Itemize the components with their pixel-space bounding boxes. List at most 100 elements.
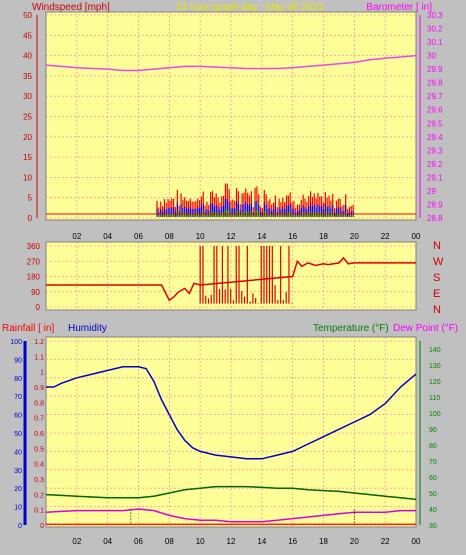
- temperature-tick-label: 30: [429, 523, 437, 530]
- temperature-tick-label: 40: [429, 507, 437, 514]
- temperature-tick-label: 130: [429, 363, 441, 370]
- wind-x-tick-label: 16: [288, 232, 297, 241]
- wind-x-tick-label: 06: [134, 232, 143, 241]
- rain-tick-label: 0.7: [34, 416, 44, 423]
- humidity-tick-label: 60: [14, 413, 22, 420]
- windspeed-axis-title: Windspeed [mph]: [32, 2, 110, 13]
- humidity-axis-title: Humidity: [68, 323, 107, 334]
- barometer-tick-label: 29.4: [427, 133, 443, 142]
- rain-tick-label: 1: [40, 370, 44, 377]
- barometer-tick-label: 29.8: [427, 79, 443, 88]
- rain-tick-label: 0.5: [34, 446, 44, 453]
- humidity-tick-label: 0: [18, 523, 22, 530]
- compass-label: N: [433, 240, 441, 252]
- barometer-tick-label: 29: [427, 187, 436, 196]
- wind-x-tick-label: 18: [319, 232, 328, 241]
- barometer-tick-label: 29.2: [427, 160, 443, 169]
- wind-x-tick-label: 08: [165, 232, 174, 241]
- rain-tick-label: 0.9: [34, 385, 44, 392]
- humidity-tick-label: 30: [14, 468, 22, 475]
- barometer-line: [45, 54, 417, 72]
- graph-title: 24 hour graph day : May 08 2021: [176, 2, 324, 13]
- barometer-tick-label: 30.2: [427, 25, 443, 34]
- barometer-tick-label: 30: [427, 52, 436, 61]
- rain-tick-label: 0.8: [34, 400, 44, 407]
- barometer-axis-title: Barometer [ in]: [366, 2, 432, 13]
- temperature-tick-label: 60: [429, 475, 437, 482]
- temperature-tick-label: 110: [429, 395, 440, 402]
- humidity-x-tick-label: 08: [165, 537, 174, 546]
- humidity-tick-label: 100: [10, 339, 22, 346]
- barometer-tick-label: 29.1: [427, 173, 443, 182]
- dew-point-axis-title: Dew Point (°F): [393, 323, 458, 334]
- barometer-tick-label: 28.8: [427, 214, 443, 223]
- humidity-x-tick-label: 18: [319, 537, 328, 546]
- wind-tick-label: 20: [23, 133, 32, 142]
- wind-x-tick-label: 22: [381, 232, 390, 241]
- dew-point-line: [45, 508, 416, 523]
- wind-x-tick-label: 00: [412, 232, 421, 241]
- wind-x-tick-label: 12: [227, 232, 236, 241]
- wind-tick-label: 45: [23, 31, 32, 40]
- direction-tick-label: 90: [31, 288, 40, 297]
- barometer-tick-label: 29.3: [427, 146, 443, 155]
- temperature-line: [45, 485, 417, 501]
- rain-tick-label: 0.2: [34, 492, 44, 499]
- temperature-tick-label: 140: [429, 347, 441, 354]
- compass-label: N: [433, 304, 441, 316]
- humidity-x-tick-label: 12: [227, 537, 236, 546]
- humidity-tick-label: 10: [14, 505, 22, 512]
- compass-label: E: [433, 288, 440, 300]
- wind-tick-label: 10: [23, 173, 32, 182]
- humidity-tick-label: 20: [14, 486, 22, 493]
- wind-tick-label: 25: [23, 113, 32, 122]
- wind-tick-label: 0: [28, 214, 33, 223]
- barometer-tick-label: 30.3: [427, 11, 443, 20]
- humidity-tick-label: 90: [14, 357, 22, 364]
- direction-tick-label: 0: [36, 303, 41, 312]
- humidity-tick-label: 70: [14, 394, 22, 401]
- barometer-tick-label: 30.1: [427, 38, 443, 47]
- wind-x-tick-label: 04: [103, 232, 112, 241]
- barometer-tick-label: 29.9: [427, 65, 443, 74]
- temperature-tick-label: 70: [429, 459, 437, 466]
- temperature-tick-label: 80: [429, 443, 437, 450]
- barometer-tick-label: 29.5: [427, 119, 443, 128]
- humidity-x-tick-label: 06: [134, 537, 143, 546]
- humidity-x-tick-label: 22: [381, 537, 390, 546]
- wind-tick-label: 5: [28, 194, 33, 203]
- barometer-tick-label: 28.9: [427, 200, 443, 209]
- direction-tick-label: 180: [27, 273, 41, 282]
- wind-tick-label: 30: [23, 92, 32, 101]
- rain-tick-label: 0.3: [34, 477, 44, 484]
- humidity-x-tick-label: 10: [196, 537, 205, 546]
- rain-tick-label: 0.6: [34, 431, 44, 438]
- wind-tick-label: 15: [23, 153, 32, 162]
- compass-label: S: [433, 272, 440, 284]
- compass-label: W: [433, 256, 444, 268]
- humidity-tick-label: 80: [14, 376, 22, 383]
- wind-x-tick-label: 20: [350, 232, 359, 241]
- humidity-x-tick-label: 14: [257, 537, 266, 546]
- temperature-axis-title: Temperature (°F): [313, 323, 389, 334]
- humidity-tick-label: 40: [14, 449, 22, 456]
- temperature-tick-label: 100: [429, 411, 441, 418]
- temperature-tick-label: 120: [429, 379, 441, 386]
- direction-tick-label: 270: [27, 257, 41, 266]
- barometer-tick-label: 29.6: [427, 106, 443, 115]
- rain-tick-label: 0.4: [34, 462, 44, 469]
- rain-tick-label: 1.2: [34, 339, 44, 346]
- temperature-tick-label: 90: [429, 427, 437, 434]
- direction-line: [46, 256, 416, 302]
- humidity-x-tick-label: 04: [103, 537, 112, 546]
- rain-tick-label: 0.1: [34, 508, 44, 515]
- humidity-x-tick-label: 02: [72, 537, 81, 546]
- wind-x-tick-label: 10: [196, 232, 205, 241]
- humidity-x-tick-label: 16: [288, 537, 297, 546]
- wind-x-tick-label: 02: [72, 232, 81, 241]
- temperature-tick-label: 50: [429, 491, 437, 498]
- rain-tick-label: 1.1: [34, 354, 44, 361]
- wind-tick-label: 40: [23, 52, 32, 61]
- humidity-line: [46, 366, 417, 460]
